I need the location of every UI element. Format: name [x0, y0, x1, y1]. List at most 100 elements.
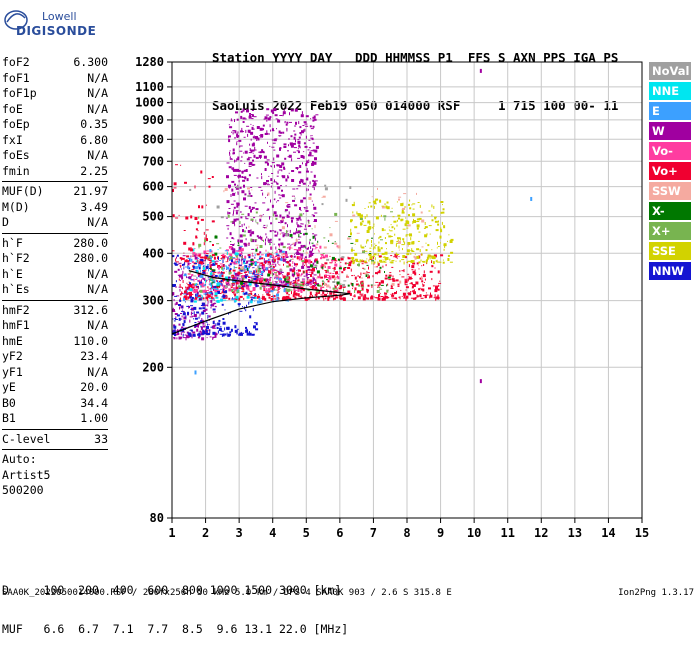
echo-point	[234, 329, 238, 333]
echo-point	[253, 280, 256, 283]
echo-point	[268, 239, 271, 241]
echo-point	[269, 124, 271, 128]
echo-point	[305, 261, 307, 265]
header-line-2: SaoLuis 2022 Feb19 050 014000 RSF 1 715 …	[212, 98, 619, 113]
echo-point	[292, 242, 295, 245]
echo-point	[276, 293, 279, 297]
echo-point	[281, 169, 283, 172]
param-row: fxI 6.80	[2, 133, 108, 149]
echo-point	[333, 270, 335, 272]
echo-point	[242, 229, 244, 233]
echo-point	[271, 296, 273, 297]
echo-point	[321, 203, 324, 206]
echo-point	[198, 205, 200, 209]
echo-point	[315, 114, 319, 116]
echo-point	[296, 218, 299, 221]
echo-point	[274, 297, 276, 300]
echo-point	[371, 196, 373, 198]
echo-point	[192, 285, 196, 287]
echo-point	[229, 256, 233, 260]
echo-point	[232, 213, 234, 216]
echo-point	[314, 225, 316, 229]
echo-point	[268, 278, 270, 280]
echo-point	[299, 289, 301, 292]
echo-point	[276, 275, 279, 277]
echo-point	[255, 322, 258, 326]
echo-point	[292, 284, 295, 286]
echo-point	[279, 278, 282, 281]
echo-point	[292, 276, 294, 278]
echo-point	[237, 156, 240, 159]
echo-point	[304, 259, 307, 261]
echo-point	[370, 295, 373, 298]
echo-point	[339, 297, 343, 300]
echo-point	[301, 226, 303, 228]
echo-point	[187, 311, 189, 315]
echo-point	[401, 296, 403, 297]
echo-point	[222, 269, 225, 271]
echo-point	[286, 289, 290, 292]
echo-point	[177, 331, 179, 334]
echo-point	[191, 311, 193, 314]
echo-point	[245, 218, 249, 220]
echo-point	[281, 274, 283, 276]
echo-point	[233, 168, 236, 172]
echo-point	[233, 283, 235, 285]
echo-point	[288, 246, 291, 250]
echo-point	[202, 270, 204, 271]
echo-point	[282, 234, 284, 236]
echo-point	[297, 139, 300, 141]
echo-point	[426, 233, 428, 236]
echo-point	[298, 257, 301, 261]
echo-point	[237, 285, 241, 288]
echo-point	[403, 240, 405, 243]
echo-point	[223, 299, 227, 301]
echo-point	[263, 239, 264, 242]
echo-point	[184, 260, 187, 263]
echo-point	[316, 267, 317, 270]
echo-point	[340, 283, 342, 285]
echo-point	[201, 332, 205, 335]
echo-point	[447, 240, 448, 242]
echo-point	[234, 293, 237, 297]
echo-point	[192, 312, 194, 314]
echo-point	[339, 297, 341, 299]
echo-point	[315, 297, 317, 300]
echo-point	[404, 256, 407, 259]
echo-point	[431, 255, 435, 259]
echo-point	[422, 288, 425, 292]
echo-point	[230, 246, 232, 250]
echo-point	[218, 270, 220, 272]
echo-point	[333, 267, 336, 270]
echo-point	[306, 167, 308, 171]
echo-point	[325, 254, 328, 258]
echo-point	[235, 258, 239, 260]
echo-point	[274, 234, 278, 237]
echo-point	[297, 229, 300, 231]
echo-point	[304, 282, 306, 284]
echo-point	[197, 296, 201, 298]
echo-point	[172, 292, 175, 296]
echo-point	[176, 333, 178, 336]
echo-point	[226, 279, 229, 282]
echo-point	[350, 282, 352, 285]
echo-point	[172, 284, 176, 287]
echo-point	[353, 274, 355, 276]
echo-point	[247, 293, 250, 297]
echo-point	[295, 279, 296, 282]
echo-point	[214, 333, 218, 336]
echo-point	[280, 222, 282, 224]
echo-point	[267, 251, 269, 253]
echo-point	[418, 274, 420, 275]
echo-point	[429, 255, 433, 257]
echo-point	[297, 276, 300, 279]
echo-point	[255, 248, 258, 252]
echo-point	[263, 281, 265, 284]
echo-point	[288, 144, 289, 147]
echo-point	[186, 282, 188, 284]
echo-point	[252, 260, 254, 264]
echo-point	[416, 218, 420, 221]
digisonde-logo: Lowell DIGISONDE	[2, 4, 96, 44]
echo-point	[305, 163, 308, 167]
